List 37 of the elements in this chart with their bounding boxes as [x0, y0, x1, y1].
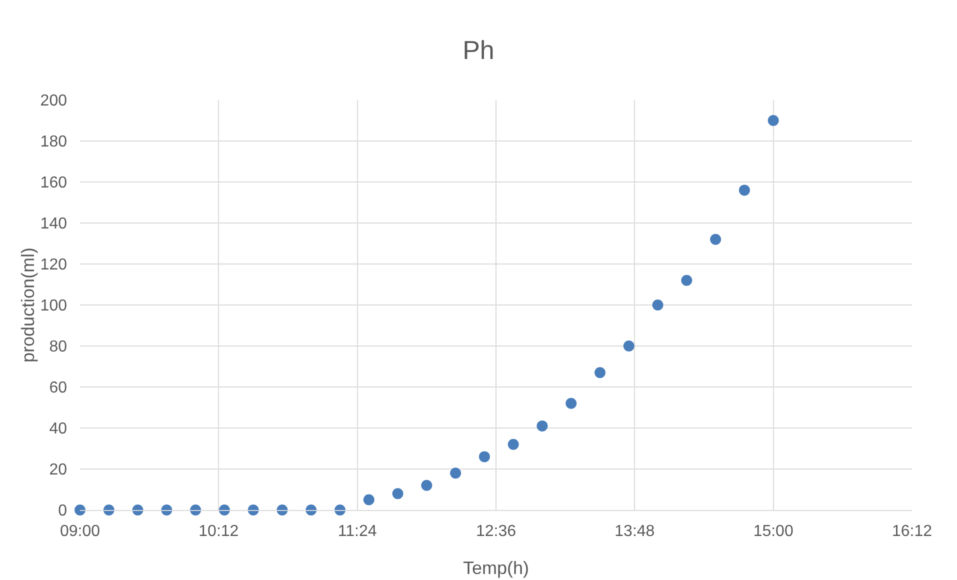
- point: [421, 480, 432, 491]
- chart-title: Ph: [462, 34, 494, 65]
- y-tick-label: 160: [40, 174, 68, 192]
- x-tick-label: 13:48: [614, 523, 655, 540]
- y-tick-label: 60: [49, 380, 68, 397]
- y-tick-label: 100: [40, 298, 68, 315]
- point: [363, 494, 374, 506]
- x-tick-label: 12:36: [476, 523, 516, 540]
- x-tick-label: 09:00: [60, 523, 100, 540]
- point: [450, 468, 462, 479]
- x-tick-label: 11:24: [338, 523, 377, 540]
- y-tick-label: 20: [49, 462, 68, 479]
- point: [478, 451, 490, 462]
- point: [710, 234, 722, 245]
- x-tick-label: 15:00: [753, 523, 794, 540]
- point: [566, 398, 577, 409]
- point: [594, 367, 606, 378]
- point: [738, 184, 750, 196]
- point: [623, 340, 634, 352]
- point: [74, 504, 86, 516]
- y-axis-title: production(ml): [18, 247, 38, 363]
- point: [392, 488, 404, 500]
- y-tick-label: 120: [40, 256, 68, 274]
- point: [652, 300, 664, 310]
- point: [681, 274, 692, 286]
- y-tick-label: 140: [40, 216, 68, 233]
- y-tick-label: 200: [40, 92, 68, 110]
- x-tick-label: 10:12: [198, 523, 239, 540]
- point: [536, 420, 548, 432]
- point: [768, 115, 779, 126]
- y-tick-label: 0: [58, 502, 68, 520]
- y-tick-label: 180: [40, 134, 68, 151]
- x-axis-title: Temp(h): [462, 558, 530, 578]
- x-tick-label: 16:12: [892, 523, 932, 540]
- y-tick-label: 40: [49, 420, 68, 438]
- point: [508, 438, 519, 450]
- y-tick-label: 80: [49, 338, 68, 356]
